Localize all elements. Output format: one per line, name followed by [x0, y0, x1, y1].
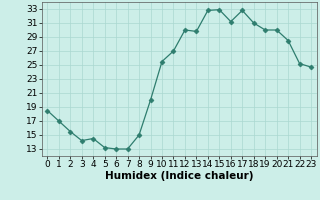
- X-axis label: Humidex (Indice chaleur): Humidex (Indice chaleur): [105, 171, 253, 181]
